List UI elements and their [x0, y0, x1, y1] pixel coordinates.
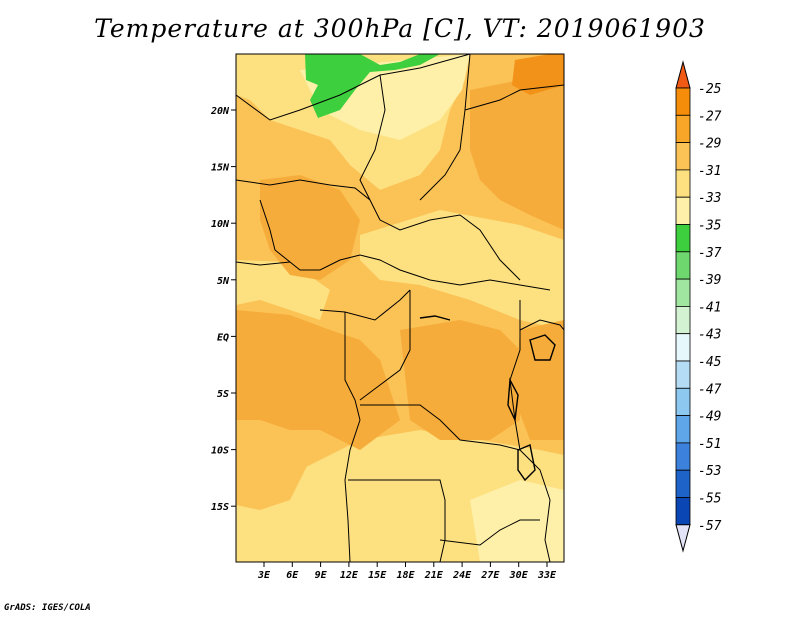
colorbar-segment — [675, 469, 691, 498]
colorbar-label: -47 — [698, 382, 722, 397]
contour-region-dark-west — [260, 175, 360, 280]
border-path — [359, 290, 411, 401]
colorbar-label: -31 — [698, 164, 721, 179]
colorbar-label: -27 — [698, 109, 722, 124]
lat-tick-label: EQ — [217, 332, 229, 343]
lon-tick-label: 6E — [286, 570, 299, 581]
colorbar-label: -49 — [698, 410, 721, 425]
colorbar-segment — [675, 87, 691, 116]
colorbar-label: -45 — [698, 355, 722, 370]
lon-tick-label: 24E — [452, 570, 472, 581]
colorbar-label: -25 — [698, 82, 722, 97]
contour-region-dark-east — [470, 75, 564, 230]
country-borders — [235, 53, 565, 563]
colorbar-top-arrow — [675, 60, 691, 89]
border-path — [344, 419, 361, 563]
border-path — [359, 74, 386, 201]
lon-tick-label: 12E — [340, 570, 359, 581]
colorbar-label: -51 — [698, 437, 721, 452]
border-path — [439, 519, 540, 546]
lon-tick-label: 27E — [480, 570, 500, 581]
lake-outline — [529, 334, 556, 361]
lon-tick-label: 30E — [509, 570, 529, 581]
lon-tick-label: 15E — [368, 570, 387, 581]
border-path — [348, 479, 446, 563]
colorbar-segment — [675, 114, 691, 144]
lake-outlines — [419, 315, 556, 482]
colorbar: -25 -27 -29 -31 -33 -35 -37 -39 -41 -43 -45 -47 -49 -… — [675, 60, 722, 553]
colorbar-segment — [675, 142, 691, 171]
colorbar-segment — [675, 305, 691, 335]
lake-outline — [419, 315, 451, 321]
lat-tick-label: 5N — [217, 276, 230, 287]
border-path — [235, 261, 291, 266]
latitude-axis: 20N 15N 10N 5N EQ 5S 10S 15S — [210, 106, 236, 513]
colorbar-label: -39 — [698, 273, 721, 288]
contour-region-orange-ne — [512, 54, 564, 95]
lat-tick-label: 15S — [211, 502, 229, 513]
chart-title: Temperature at 300hPa [C], VT: 201906190… — [94, 14, 706, 43]
colorbar-segment — [675, 196, 691, 225]
colorbar-label: -55 — [698, 492, 722, 507]
colorbar-segment — [675, 497, 691, 526]
colorbar-label: -41 — [698, 300, 721, 315]
colorbar-label: -53 — [698, 464, 721, 479]
lat-tick-label: 15N — [211, 163, 230, 174]
longitude-axis: 3E 6E 9E 12E 15E 18E 21E 24E 27E 30E 33E — [257, 562, 557, 581]
colorbar-segment — [675, 442, 691, 471]
contour-region-dark-lakes — [515, 320, 564, 440]
colorbar-segment — [675, 278, 691, 307]
border-path — [259, 199, 361, 271]
colorbar-segment — [675, 224, 691, 253]
colorbar-label: -29 — [698, 137, 721, 152]
contour-region-medium-southwest — [236, 410, 310, 510]
lat-tick-label: 5S — [217, 389, 229, 400]
map-panel — [235, 53, 565, 563]
colorbar-segment — [675, 415, 691, 444]
colorbar-bottom-arrow — [675, 524, 691, 553]
contour-region-light-central — [360, 210, 564, 330]
colorbar-segment — [675, 251, 691, 280]
colorbar-segment — [675, 387, 691, 416]
colorbar-label: -37 — [698, 246, 722, 261]
colorbar-label: -35 — [698, 219, 722, 234]
colorbar-segment — [675, 169, 691, 198]
lon-tick-label: 21E — [424, 570, 444, 581]
contour-region-green — [305, 54, 440, 118]
lon-tick-label: 3E — [257, 570, 271, 581]
lon-tick-label: 33E — [537, 570, 557, 581]
border-path — [344, 312, 361, 421]
lake-outline — [507, 377, 519, 423]
border-path — [464, 84, 565, 111]
lat-tick-label: 20N — [210, 106, 230, 117]
border-path — [360, 404, 521, 451]
border-path — [235, 179, 381, 221]
colorbar-label: -57 — [698, 519, 722, 534]
map-frame — [235, 53, 565, 563]
border-path — [235, 53, 471, 121]
colorbar-label: -33 — [698, 191, 721, 206]
border-path — [359, 254, 551, 291]
lat-tick-label: 10N — [211, 219, 230, 230]
border-path — [519, 319, 565, 331]
lon-tick-label: 18E — [396, 570, 415, 581]
border-path — [319, 289, 411, 321]
colorbar-segment — [675, 360, 691, 389]
colorbar-label: -43 — [698, 328, 721, 343]
lon-tick-label: 9E — [315, 570, 328, 581]
border-path — [379, 214, 521, 281]
credit-text: GrADS: IGES/COLA — [4, 603, 91, 613]
lat-tick-label: 10S — [211, 446, 229, 457]
colorbar-segment — [675, 333, 691, 362]
contour-region-dark-congo — [400, 320, 520, 440]
lake-outline — [517, 444, 536, 482]
border-path — [419, 53, 471, 201]
